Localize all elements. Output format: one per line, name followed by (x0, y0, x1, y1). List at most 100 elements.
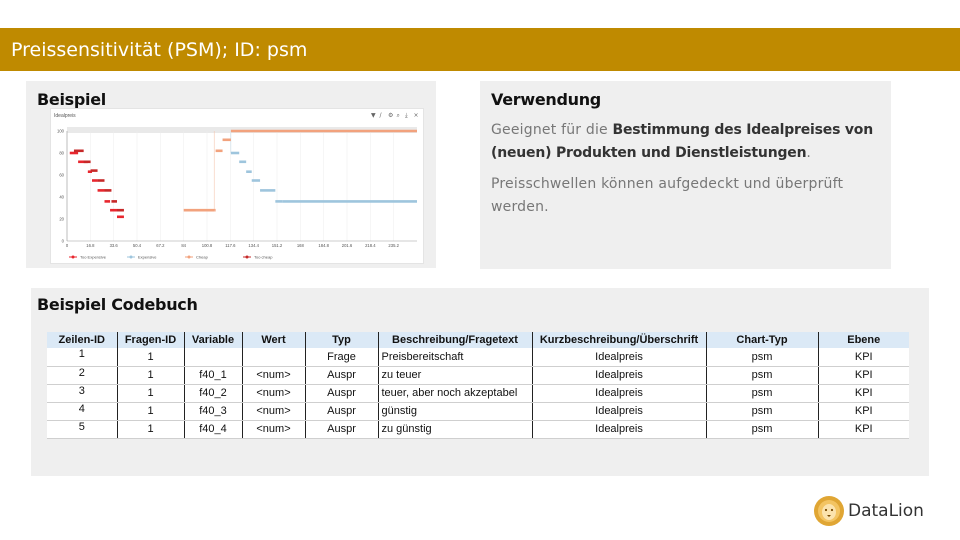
x-tick-label: 84 (181, 243, 186, 248)
datalion-logo: DataLion (813, 495, 933, 529)
x-tick-label: 201.6 (342, 243, 353, 248)
table-cell: Idealpreis (531, 366, 706, 385)
codebook-column-header: Typ (304, 332, 378, 348)
close-icon: × (414, 112, 419, 119)
table-row: 5 1 f40_4 <num> Auspr zu günstig Idealpreis psm… (47, 420, 909, 439)
table-cell: Frage (304, 348, 378, 367)
x-tick-label: 33.6 (110, 243, 119, 248)
table-cell: KPI (817, 348, 909, 367)
table-cell: psm (705, 420, 818, 439)
table-row: 1 1 Frage Preisbereitschaft Idealpreis psm KPI (47, 348, 909, 367)
x-tick-label: 134.4 (248, 243, 259, 248)
usage-p1-post: . (806, 145, 811, 161)
table-cell: KPI (817, 366, 909, 385)
table-row: 2 1 f40_1 <num> Auspr zu teuer Idealpreis psm KP… (47, 366, 909, 385)
codebook-column-header: Beschreibung/Fragetext (377, 332, 532, 348)
table-cell: 1 (47, 348, 117, 367)
table-cell: Idealpreis (531, 402, 706, 421)
codebook-column-header: Ebene (817, 332, 909, 348)
usage-panel: Verwendung Geeignet für die Bestimmung d… (480, 81, 891, 269)
gear-icon: ⚙ (388, 112, 393, 119)
table-row: 3 1 f40_2 <num> Auspr teuer, aber noch akzept… (47, 384, 909, 403)
table-cell: KPI (817, 402, 909, 421)
usage-heading: Verwendung (491, 90, 601, 109)
table-cell: KPI (817, 420, 909, 439)
x-tick-label: 184.8 (318, 243, 329, 248)
y-tick-label: 60 (59, 173, 64, 178)
codebook-column-header: Fragen-ID (116, 332, 184, 348)
table-cell: Idealpreis (531, 420, 706, 439)
table-cell: Auspr (304, 384, 378, 403)
chart-toolbar: ▼ / ⚙ ⌕ ⤓ × (371, 112, 419, 119)
codebook-header-row: Zeilen-ID Fragen-ID Variable Wert Typ Beschre… (47, 332, 909, 348)
table-cell: Idealpreis (531, 384, 706, 403)
table-cell: zu teuer (377, 366, 532, 385)
table-cell: 1 (116, 402, 184, 421)
zoom-icon: ⌕ (397, 112, 400, 119)
table-cell: 1 (116, 384, 184, 403)
legend-marker (129, 255, 133, 259)
table-cell: Preisbereitschaft (377, 348, 532, 367)
legend-label: Too cheap (254, 255, 273, 260)
table-cell: f40_3 (183, 402, 242, 421)
x-tick-label: 218.4 (365, 243, 376, 248)
x-tick-label: 100.8 (202, 243, 213, 248)
table-cell: zu günstig (377, 420, 532, 439)
example-heading: Beispiel (37, 90, 106, 109)
chart-grid (66, 127, 417, 241)
table-cell: <num> (241, 402, 305, 421)
x-tick-label: 50.4 (133, 243, 142, 248)
table-cell: günstig (377, 402, 532, 421)
legend-marker (245, 255, 249, 259)
codebook-column-header: Zeilen-ID (47, 332, 117, 348)
usage-text: Geeignet für die Bestimmung des Idealpre… (491, 119, 876, 227)
x-tick-label: 235.2 (388, 243, 399, 248)
table-cell: 1 (116, 366, 184, 385)
table-cell: psm (705, 366, 818, 385)
table-cell: Auspr (304, 366, 378, 385)
table-cell: KPI (817, 384, 909, 403)
pencil-icon: / (380, 112, 383, 119)
legend-label: Cheap (196, 255, 209, 260)
legend-label: Too Expensive (80, 255, 107, 260)
chart-axes: 0 20 40 60 80 100 0 16.8 33.6 50.4 67.2 84 100.8 117.… (57, 129, 417, 248)
table-cell: <num> (241, 384, 305, 403)
table-cell: 2 (47, 366, 117, 385)
x-tick-label: 168 (297, 243, 305, 248)
table-cell: Auspr (304, 402, 378, 421)
table-cell: Auspr (304, 420, 378, 439)
table-cell: psm (705, 402, 818, 421)
table-cell (241, 348, 305, 367)
codebook-table: Zeilen-ID Fragen-ID Variable Wert Typ Beschre… (47, 332, 909, 439)
x-tick-label: 67.2 (156, 243, 165, 248)
codebook-column-header: Chart-Typ (705, 332, 818, 348)
legend-marker (71, 255, 75, 259)
table-row: 4 1 f40_3 <num> Auspr günstig Idealpreis psm KPI (47, 402, 909, 421)
table-cell: 1 (116, 348, 184, 367)
chart-legend: Too Expensive Expensive Cheap Too cheap (69, 255, 273, 260)
legend-marker (187, 255, 191, 259)
table-cell: psm (705, 348, 818, 367)
table-cell (183, 348, 242, 367)
table-cell: <num> (241, 366, 305, 385)
x-tick-label: 0 (66, 243, 69, 248)
page-title: Preissensitivität (PSM); ID: psm (11, 39, 308, 61)
usage-paragraph-1: Geeignet für die Bestimmung des Idealpre… (491, 119, 876, 165)
codebook-column-header: Variable (183, 332, 242, 348)
y-tick-label: 100 (57, 129, 65, 134)
chart-series (69, 129, 417, 219)
psm-chart-svg: Idealpreis ▼ / ⚙ ⌕ ⤓ × 0 20 40 60 80 100 0 16.8 33.6 5… (54, 112, 419, 260)
filter-icon: ▼ (371, 112, 376, 119)
table-cell: 5 (47, 420, 117, 439)
codebook-column-header: Wert (241, 332, 305, 348)
codebook-body: 1 1 Frage Preisbereitschaft Idealpreis psm KPI… (47, 348, 909, 439)
x-tick-label: 16.8 (86, 243, 95, 248)
x-tick-label: 117.6 (225, 243, 236, 248)
y-tick-label: 0 (62, 239, 65, 244)
table-cell: <num> (241, 420, 305, 439)
lion-head-icon (814, 496, 844, 526)
table-cell: 3 (47, 384, 117, 403)
codebook-heading: Beispiel Codebuch (37, 295, 198, 314)
table-cell: Idealpreis (531, 348, 706, 367)
table-cell: f40_1 (183, 366, 242, 385)
